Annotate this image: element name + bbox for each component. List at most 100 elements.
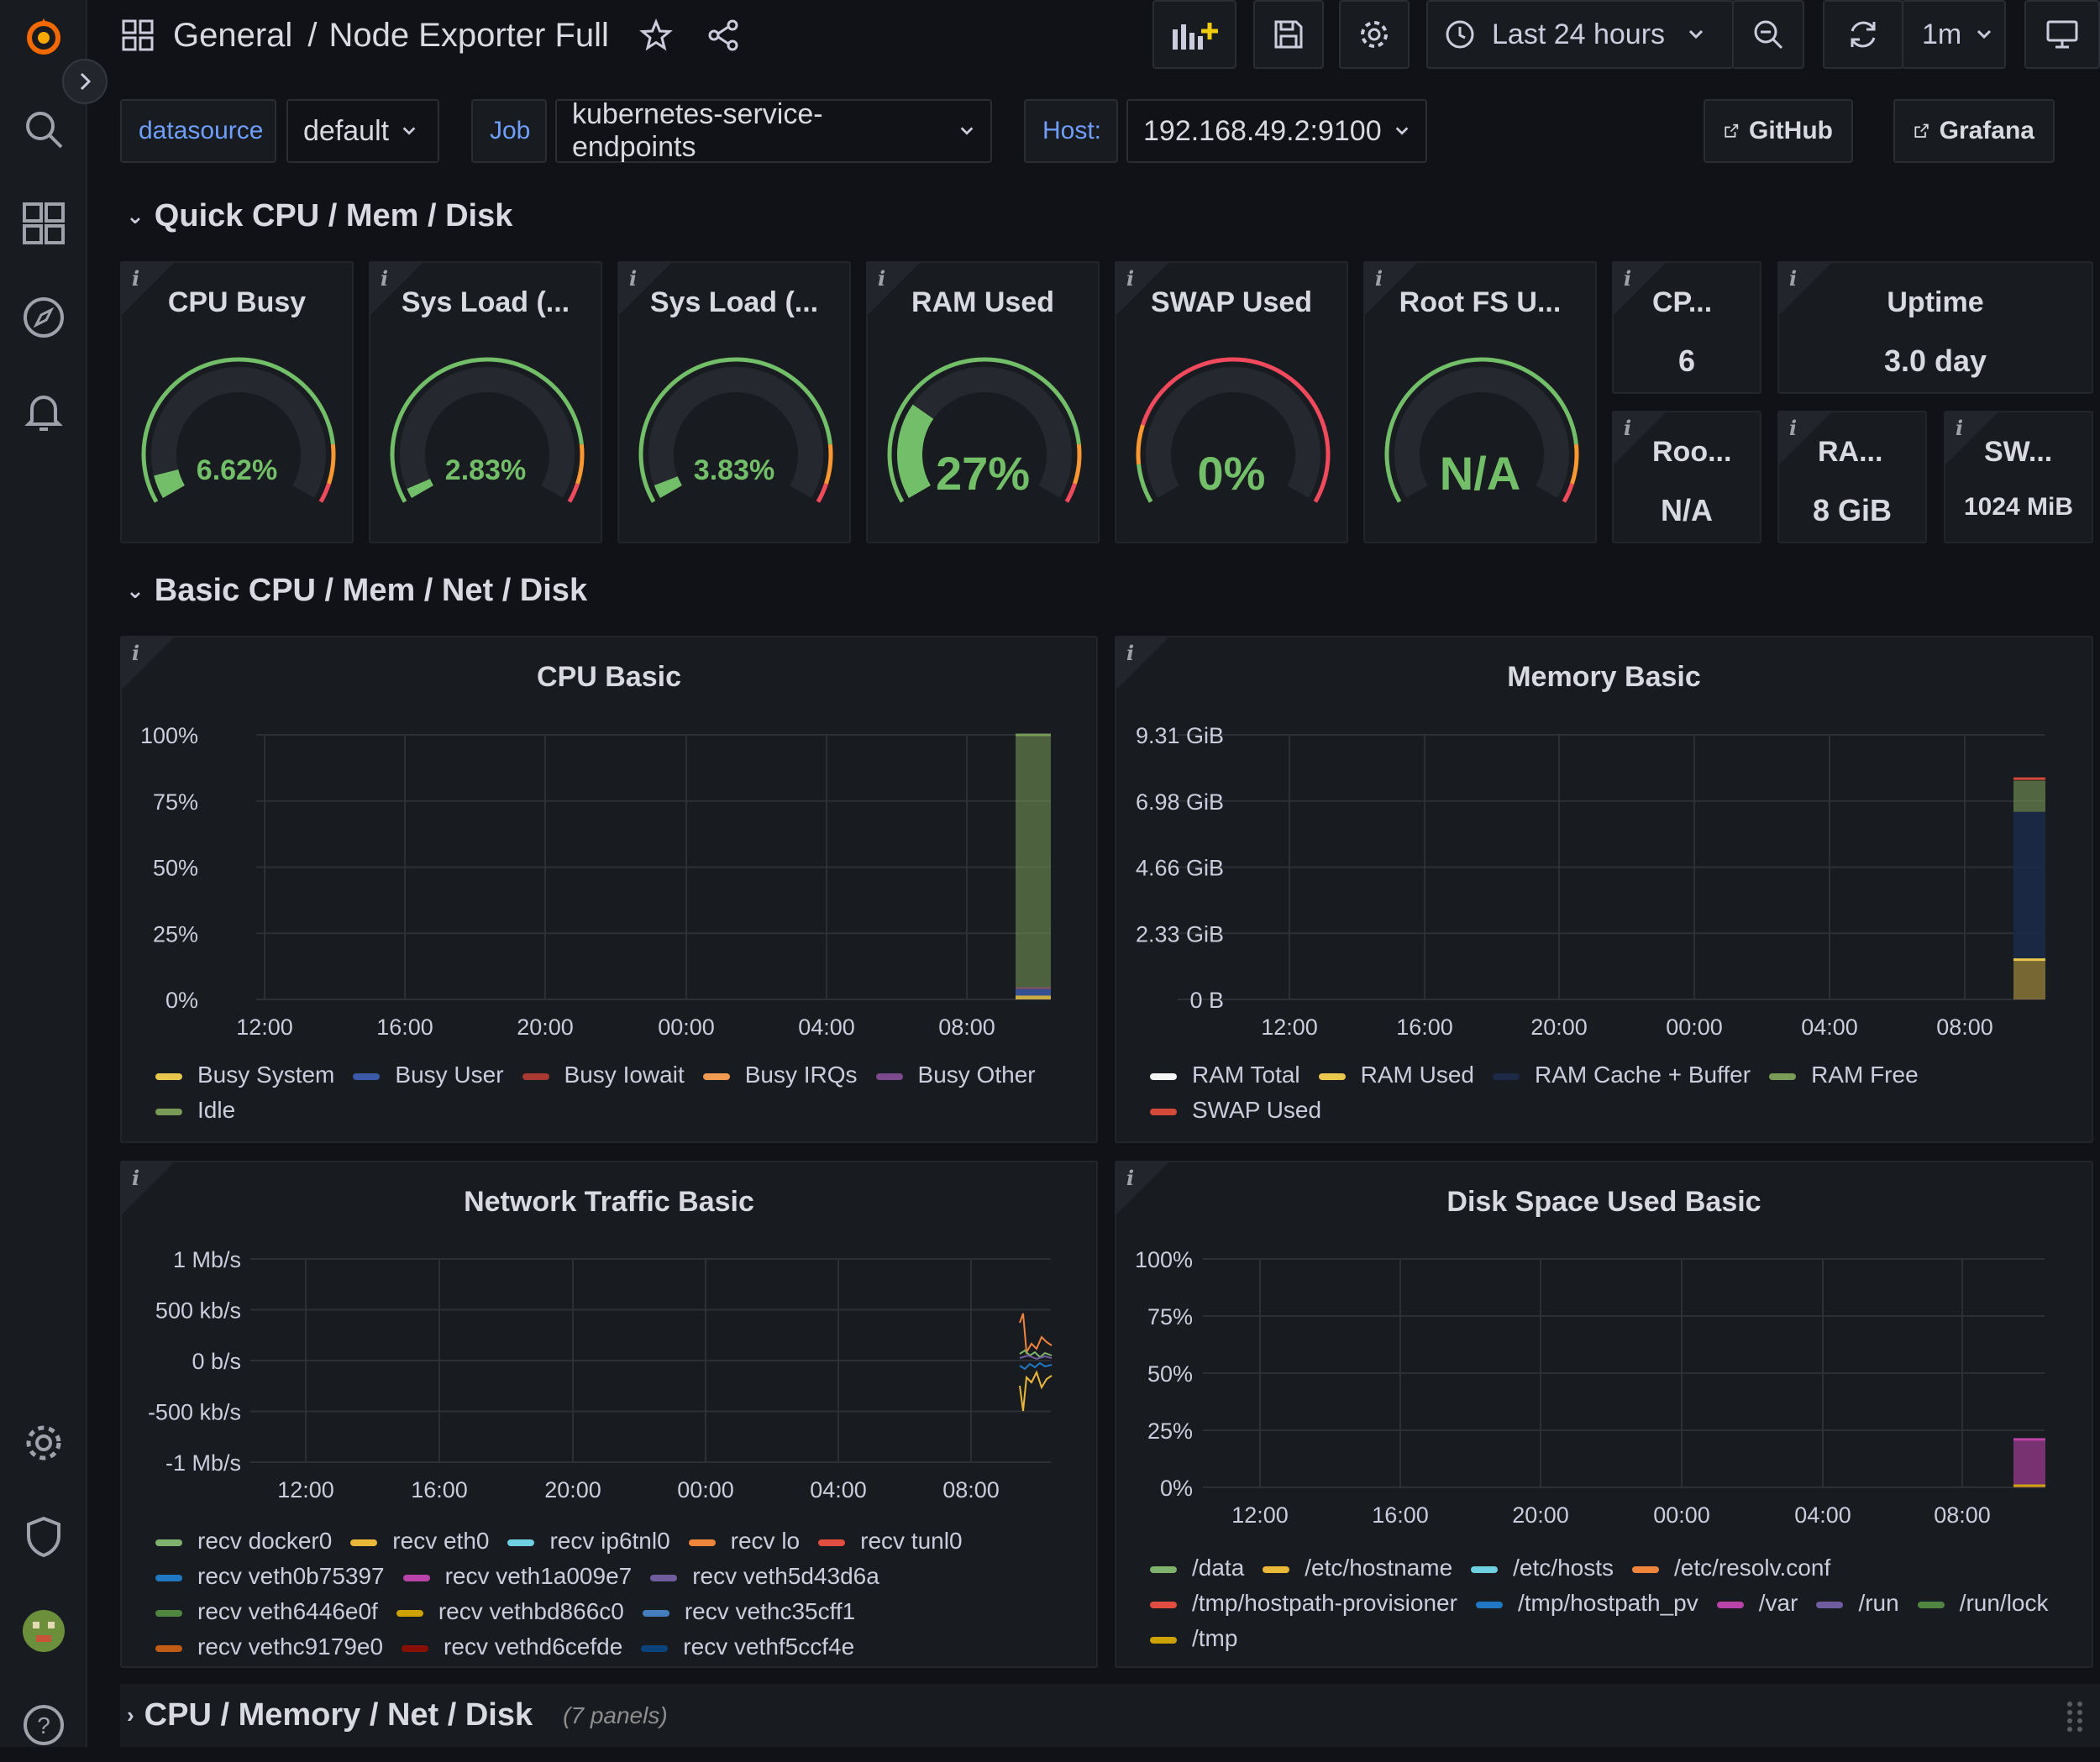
memory-basic-chart[interactable]: 9.31 GiB 6.98 GiB 4.66 GiB 2.33 GiB 0 B 12:00… (1116, 705, 2093, 1108)
panel-info-icon[interactable]: i (1956, 416, 1964, 440)
datasource-select[interactable]: default (286, 99, 439, 163)
legend-item[interactable]: recv vethc35cff1 (642, 1594, 855, 1629)
row-header-quick[interactable]: ⌄ Quick CPU / Mem / Disk (126, 195, 512, 237)
panel-info-icon[interactable]: i (629, 266, 638, 291)
legend-item[interactable]: recv veth6446e0f (155, 1594, 378, 1629)
panel-info-icon[interactable]: i (1789, 416, 1798, 440)
github-link[interactable]: GitHub (1704, 99, 1853, 163)
legend-item[interactable]: recv tunl0 (818, 1523, 963, 1559)
legend-item[interactable]: recv vethc9179e0 (155, 1629, 383, 1665)
gauge-panel[interactable]: i CPU Busy 6.62% (120, 261, 354, 543)
network-traffic-chart[interactable]: 1 Mb/s 500 kb/s 0 b/s -500 kb/s -1 Mb/s 12:00… (122, 1230, 1098, 1582)
stat-panel-cpu-cores[interactable]: i CP... 6 (1612, 261, 1761, 394)
legend-item[interactable]: Busy User (353, 1057, 504, 1093)
grafana-logo-icon[interactable] (7, 0, 81, 74)
server-admin-shield-icon[interactable] (7, 1500, 81, 1574)
host-select[interactable]: 192.168.49.2:9100 (1126, 99, 1427, 163)
disk-space-chart[interactable]: 100% 75% 50% 25% 0% 12:00 16:00 20:00 00:00 04:00… (1116, 1230, 2093, 1599)
dashboard-title[interactable]: Node Exporter Full (328, 16, 609, 54)
legend-item[interactable]: /var (1716, 1586, 1798, 1621)
cycle-view-mode-button[interactable] (2024, 0, 2100, 69)
legend-item[interactable]: Busy Other (875, 1057, 1036, 1093)
legend-item[interactable]: recv ip6tnl0 (507, 1523, 670, 1559)
alerting-bell-icon[interactable] (7, 375, 81, 448)
row-header-basic[interactable]: ⌄ Basic CPU / Mem / Net / Disk (126, 569, 587, 611)
gauge-panel[interactable]: i SWAP Used 0% (1115, 261, 1348, 543)
legend-item[interactable]: SWAP Used (1150, 1093, 1321, 1128)
star-icon[interactable] (638, 18, 673, 52)
help-icon[interactable]: ? (7, 1688, 81, 1762)
save-dashboard-button[interactable] (1253, 0, 1324, 69)
chart-panel-cpu-basic[interactable]: i CPU Basic 100% 75% 50% 25% 0% 12:00 16:00 20:… (120, 636, 1098, 1143)
time-picker-button[interactable]: Last 24 hours (1426, 0, 1734, 69)
share-icon[interactable] (706, 18, 740, 52)
job-select[interactable]: kubernetes-service-endpoints (555, 98, 992, 163)
legend-item[interactable]: recv veth1a009e7 (402, 1559, 632, 1594)
stat-panel-rootfs-total[interactable]: i Roo... N/A (1612, 411, 1761, 543)
add-panel-button[interactable] (1152, 0, 1236, 69)
legend-item[interactable]: RAM Total (1150, 1057, 1300, 1093)
legend-item[interactable]: recv veth5d43d6a (650, 1559, 879, 1594)
panel-info-icon[interactable]: i (381, 266, 389, 291)
breadcrumb-folder[interactable]: General (173, 16, 293, 54)
legend-item[interactable]: Busy System (155, 1057, 334, 1093)
panel-info-icon[interactable]: i (1624, 266, 1632, 291)
gauge-panel[interactable]: i Root FS U... N/A (1363, 261, 1597, 543)
zoom-out-button[interactable] (1732, 0, 1804, 69)
search-icon[interactable] (7, 92, 81, 166)
legend-item[interactable]: recv eth0 (350, 1523, 489, 1559)
legend-item[interactable]: /etc/hostname (1263, 1550, 1452, 1586)
gauge-panel[interactable]: i Sys Load (... 3.83% (617, 261, 851, 543)
legend-item[interactable]: /etc/resolv.conf (1632, 1550, 1830, 1586)
drag-handle-icon[interactable] (2065, 1699, 2085, 1733)
refresh-interval-picker[interactable]: 1m (1902, 0, 2006, 69)
legend-item[interactable]: Busy Iowait (522, 1057, 685, 1093)
legend-item[interactable]: Idle (155, 1093, 235, 1128)
legend-item[interactable]: recv docker0 (155, 1523, 332, 1559)
legend-item[interactable]: Busy IRQs (702, 1057, 858, 1093)
legend-item[interactable]: /run/lock (1917, 1586, 2049, 1621)
panel-info-icon[interactable]: i (1126, 641, 1135, 665)
legend-item[interactable]: recv vethf5ccf4e (641, 1629, 854, 1665)
stat-panel-ram-total[interactable]: i RA... 8 GiB (1777, 411, 1927, 543)
legend-item[interactable]: /tmp/hostpath_pv (1475, 1586, 1698, 1621)
stat-panel-uptime[interactable]: i Uptime 3.0 day (1777, 261, 2093, 394)
legend-item[interactable]: recv lo (688, 1523, 800, 1559)
cpu-basic-chart[interactable]: 100% 75% 50% 25% 0% 12:00 16:00 20:00 00:00 04:00… (122, 705, 1098, 1108)
user-avatar[interactable] (7, 1594, 81, 1668)
panel-info-icon[interactable]: i (1375, 266, 1383, 291)
legend-item[interactable]: /data (1150, 1550, 1244, 1586)
gauge-panel[interactable]: i Sys Load (... 2.83% (369, 261, 602, 543)
panel-info-icon[interactable]: i (132, 641, 140, 665)
chart-panel-memory-basic[interactable]: i Memory Basic 9.31 GiB 6.98 GiB 4.66 GiB 2… (1115, 636, 2093, 1143)
panel-info-icon[interactable]: i (132, 266, 140, 291)
legend-item[interactable]: RAM Used (1318, 1057, 1474, 1093)
panel-info-icon[interactable]: i (878, 266, 886, 291)
panel-info-icon[interactable]: i (1624, 416, 1632, 440)
legend-item[interactable]: /etc/hosts (1471, 1550, 1614, 1586)
legend-item[interactable]: /run (1816, 1586, 1899, 1621)
legend-item[interactable]: recv vethbd866c0 (396, 1594, 624, 1629)
gauge-panel[interactable]: i RAM Used 27% (866, 261, 1100, 543)
configuration-gear-icon[interactable] (7, 1406, 81, 1480)
dashboards-icon[interactable] (7, 186, 81, 260)
explore-compass-icon[interactable] (7, 281, 81, 354)
refresh-button[interactable] (1823, 0, 1903, 69)
grafana-link[interactable]: Grafana (1893, 99, 2055, 163)
legend-item[interactable]: recv veth0b75397 (155, 1559, 385, 1594)
panel-info-icon[interactable]: i (1789, 266, 1798, 291)
stat-panel-swap-total[interactable]: i SW... 1024 MiB (1944, 411, 2093, 543)
chart-panel-network-traffic-basic[interactable]: i Network Traffic Basic 1 Mb/s 500 kb/s 0 … (120, 1161, 1098, 1668)
legend-item[interactable]: RAM Free (1769, 1057, 1919, 1093)
dashboard-settings-button[interactable] (1339, 0, 1410, 69)
row-header-collapsed[interactable]: › CPU / Memory / Net / Disk (7 panels) (120, 1684, 2100, 1747)
legend-item[interactable]: /tmp (1150, 1621, 1237, 1656)
legend-item[interactable]: recv vethd6cefde (402, 1629, 622, 1665)
chart-panel-disk-space-used-basic[interactable]: i Disk Space Used Basic 100% 75% 50% 25% 0% 1… (1115, 1161, 2093, 1668)
legend-item[interactable]: /tmp/hostpath-provisioner (1150, 1586, 1457, 1621)
panel-info-icon[interactable]: i (1126, 1166, 1135, 1190)
panel-info-icon[interactable]: i (1126, 266, 1135, 291)
legend-item[interactable]: RAM Cache + Buffer (1493, 1057, 1751, 1093)
expand-nav-button[interactable] (62, 59, 108, 104)
panel-info-icon[interactable]: i (132, 1166, 140, 1190)
